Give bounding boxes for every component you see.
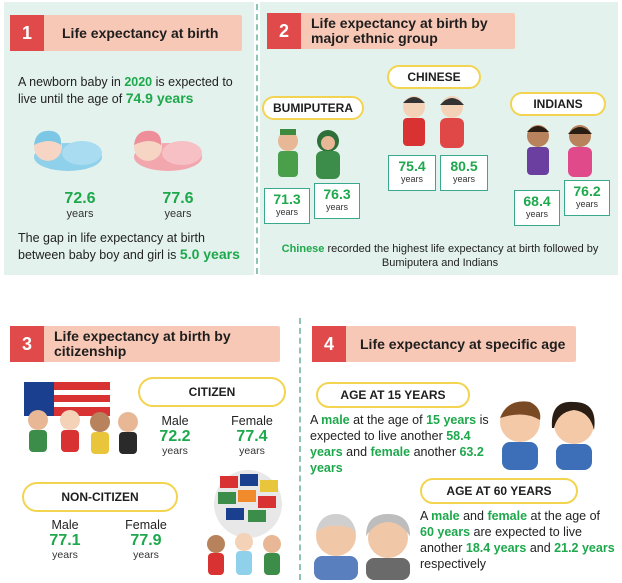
section-3-title: Life expectancy at birth by citizenship: [54, 328, 231, 359]
chinese-male-value: 75.4 years: [388, 155, 436, 191]
noncitizen-male-value: Male 77.1 years: [49, 518, 81, 561]
section-2-header: 2 Life expectancy at birth by major ethn…: [267, 13, 515, 49]
section-1-header: 1 Life expectancy at birth: [10, 15, 242, 51]
age-60-text: A male and female at the age of 60 years…: [420, 509, 615, 571]
bumiputera-female-value: 76.3 years: [314, 183, 360, 219]
section-3-number: 3: [10, 326, 44, 362]
citizen-female-value: Female 77.4 years: [231, 414, 273, 457]
elderly-couple-icon: [314, 514, 410, 580]
ethnic-label-bumiputera: BUMIPUTERA: [262, 96, 364, 120]
section-4-header: 4 Life expectancy at specific age: [312, 326, 576, 362]
age-15-text: A male at the age of 15 years is expecte…: [310, 413, 489, 475]
indian-children-icon: [527, 125, 592, 177]
section-1-number: 1: [10, 15, 44, 51]
indians-female-value: 76.2 years: [564, 180, 610, 216]
noncitizen-female-value: Female 77.9 years: [125, 518, 167, 561]
bumiputera-children-icon: [278, 129, 340, 179]
ethnic-label-chinese: CHINESE: [387, 65, 481, 89]
baby-girl-icon: [134, 130, 202, 171]
baby-boy-value: 72.6 years: [64, 190, 96, 220]
noncitizen-children-flags-icon: [207, 470, 282, 575]
section-2-note: Chinese recorded the highest life expect…: [281, 243, 599, 269]
age-15-label: AGE AT 15 YEARS: [316, 382, 470, 408]
citizen-label: CITIZEN: [138, 377, 286, 407]
citizen-children-flag-icon: [24, 382, 138, 454]
section-1-title: Life expectancy at birth: [62, 24, 219, 41]
baby-boy-icon: [34, 130, 102, 171]
teenagers-icon: [500, 401, 595, 470]
section-4-title: Life expectancy at specific age: [360, 335, 566, 352]
noncitizen-label: NON-CITIZEN: [22, 482, 178, 512]
bumiputera-male-value: 71.3 years: [264, 188, 310, 224]
section-4-number: 4: [312, 326, 346, 362]
divider-vertical-bottom: [299, 318, 301, 580]
baby-girl-value: 77.6 years: [162, 190, 194, 220]
citizen-male-value: Male 72.2 years: [159, 414, 191, 457]
chinese-children-icon: [403, 96, 464, 148]
indians-male-value: 68.4 years: [514, 190, 560, 226]
section-3-header: 3 Life expectancy at birth by citizenshi…: [10, 326, 280, 362]
section-1-gap-text: The gap in life expectancy at birth betw…: [18, 231, 240, 262]
section-1-intro: A newborn baby in 2020 is expected to li…: [18, 75, 233, 106]
section-2-number: 2: [267, 13, 301, 49]
age-60-label: AGE AT 60 YEARS: [420, 478, 578, 504]
chinese-female-value: 80.5 years: [440, 155, 488, 191]
divider-vertical-top: [256, 4, 258, 274]
ethnic-label-indians: INDIANS: [510, 92, 606, 116]
section-2-title: Life expectancy at birth by major ethnic…: [311, 15, 488, 46]
